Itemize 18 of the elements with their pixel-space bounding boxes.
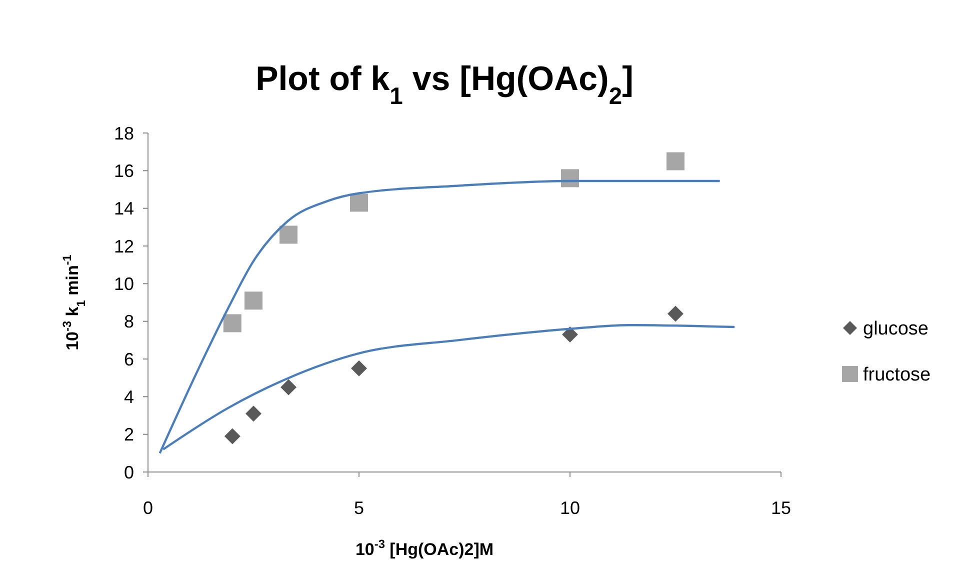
y-tick-label: 6 [124, 349, 134, 370]
x-tick-label: 15 [770, 498, 792, 518]
y-tick-label: 16 [114, 160, 134, 181]
chart-title: Plot of k$_{1}$ vs [Hg(OAc)$_{2}$] [256, 60, 634, 110]
y-tick-label: 14 [114, 198, 134, 219]
legend-label: glucose [863, 318, 928, 340]
y-tick-label: 12 [114, 236, 134, 256]
y-tick-label: 8 [124, 312, 134, 332]
y-tick-label: 18 [114, 123, 134, 144]
y-tick-label: 10 [114, 274, 134, 294]
x-tick-label: 10 [560, 498, 580, 518]
x-tick-label: 0 [142, 498, 154, 518]
y-tick-label: 4 [124, 386, 134, 407]
y-tick-label: 2 [124, 424, 134, 445]
x-axis-title: 10$^{-3}$ [Hg(OAc)2]M [355, 537, 494, 559]
y-tick-label: 0 [124, 462, 134, 482]
legend-label: fructose [863, 364, 931, 386]
x-tick-label: 5 [354, 498, 364, 518]
